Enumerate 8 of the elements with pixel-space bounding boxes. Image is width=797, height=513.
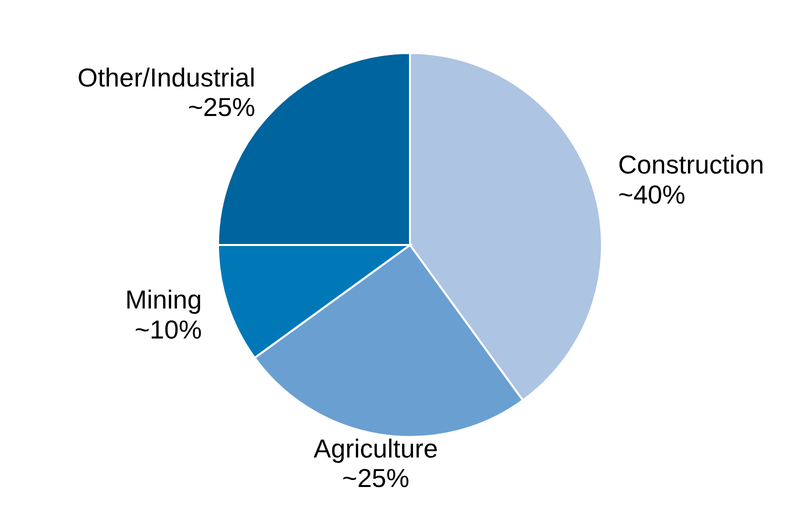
- data-label: ~25%: [342, 463, 410, 494]
- slice-label: Agriculture: [314, 433, 438, 464]
- slice-label: Other/Industrial: [77, 62, 256, 92]
- data-label: ~10%: [134, 314, 202, 345]
- slice-label: Construction: [618, 149, 764, 180]
- data-label: ~25%: [188, 92, 256, 122]
- data-label: ~40%: [618, 179, 686, 210]
- slice-label: Mining: [125, 284, 202, 315]
